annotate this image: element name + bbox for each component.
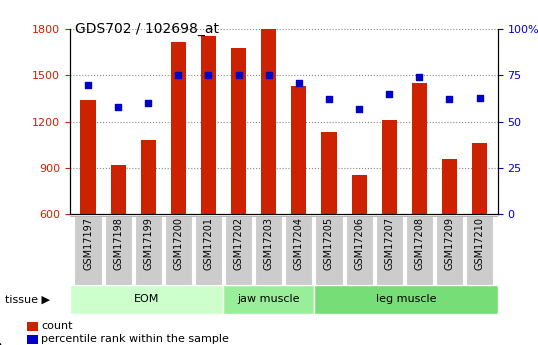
Bar [345, 216, 373, 285]
Bar [134, 216, 162, 285]
Bar [74, 216, 102, 285]
Text: GSM17205: GSM17205 [324, 217, 334, 270]
Text: GSM17204: GSM17204 [294, 217, 304, 270]
Text: GDS702 / 102698_at: GDS702 / 102698_at [75, 22, 220, 37]
Text: percentile rank within the sample: percentile rank within the sample [41, 334, 229, 344]
Point [415, 75, 423, 80]
Bar [442, 159, 457, 214]
Bar [261, 29, 277, 214]
Bar [70, 285, 223, 314]
Bar [231, 48, 246, 214]
Bar [436, 216, 463, 285]
Bar [406, 216, 433, 285]
Bar [412, 83, 427, 214]
Bar [376, 216, 403, 285]
Point [445, 97, 454, 102]
Text: leg muscle: leg muscle [376, 294, 436, 304]
Point [385, 91, 393, 97]
Bar [171, 42, 186, 214]
Bar [27, 335, 38, 344]
Bar [223, 285, 314, 314]
Bar [472, 143, 487, 214]
Bar [225, 216, 252, 285]
Text: GSM17203: GSM17203 [264, 217, 274, 270]
Text: GSM17208: GSM17208 [414, 217, 424, 270]
Point [144, 100, 153, 106]
Bar [165, 216, 192, 285]
Bar [291, 86, 306, 214]
Point [84, 82, 93, 87]
Text: jaw muscle: jaw muscle [237, 294, 300, 304]
Point [324, 97, 333, 102]
Bar [27, 322, 38, 331]
Bar [195, 216, 222, 285]
Point [475, 95, 484, 100]
Bar [141, 140, 156, 214]
Text: GSM17198: GSM17198 [113, 217, 123, 270]
Text: count: count [41, 322, 73, 331]
Point [204, 73, 213, 78]
Text: GSM17200: GSM17200 [173, 217, 183, 270]
Bar [104, 216, 132, 285]
Text: GSM17202: GSM17202 [233, 217, 244, 270]
Text: GSM17210: GSM17210 [475, 217, 485, 270]
Point [294, 80, 303, 86]
Text: GSM17207: GSM17207 [384, 217, 394, 270]
Text: GSM17199: GSM17199 [143, 217, 153, 270]
Text: GSM17201: GSM17201 [203, 217, 214, 270]
Bar [81, 100, 96, 214]
Bar [201, 36, 216, 214]
Bar [111, 165, 126, 214]
Text: EOM: EOM [133, 294, 159, 304]
Text: GSM17206: GSM17206 [354, 217, 364, 270]
Bar [285, 216, 313, 285]
Point [265, 73, 273, 78]
Text: tissue ▶: tissue ▶ [5, 295, 51, 304]
Point [235, 73, 243, 78]
Point [174, 73, 183, 78]
Point [114, 104, 123, 110]
Bar [255, 216, 282, 285]
Bar [381, 120, 397, 214]
Point [355, 106, 363, 111]
Bar [321, 132, 336, 214]
Text: GSM17209: GSM17209 [444, 217, 455, 270]
Bar [466, 216, 493, 285]
Bar [315, 216, 343, 285]
Bar [351, 175, 366, 214]
Bar [314, 285, 498, 314]
Text: GSM17197: GSM17197 [83, 217, 93, 270]
